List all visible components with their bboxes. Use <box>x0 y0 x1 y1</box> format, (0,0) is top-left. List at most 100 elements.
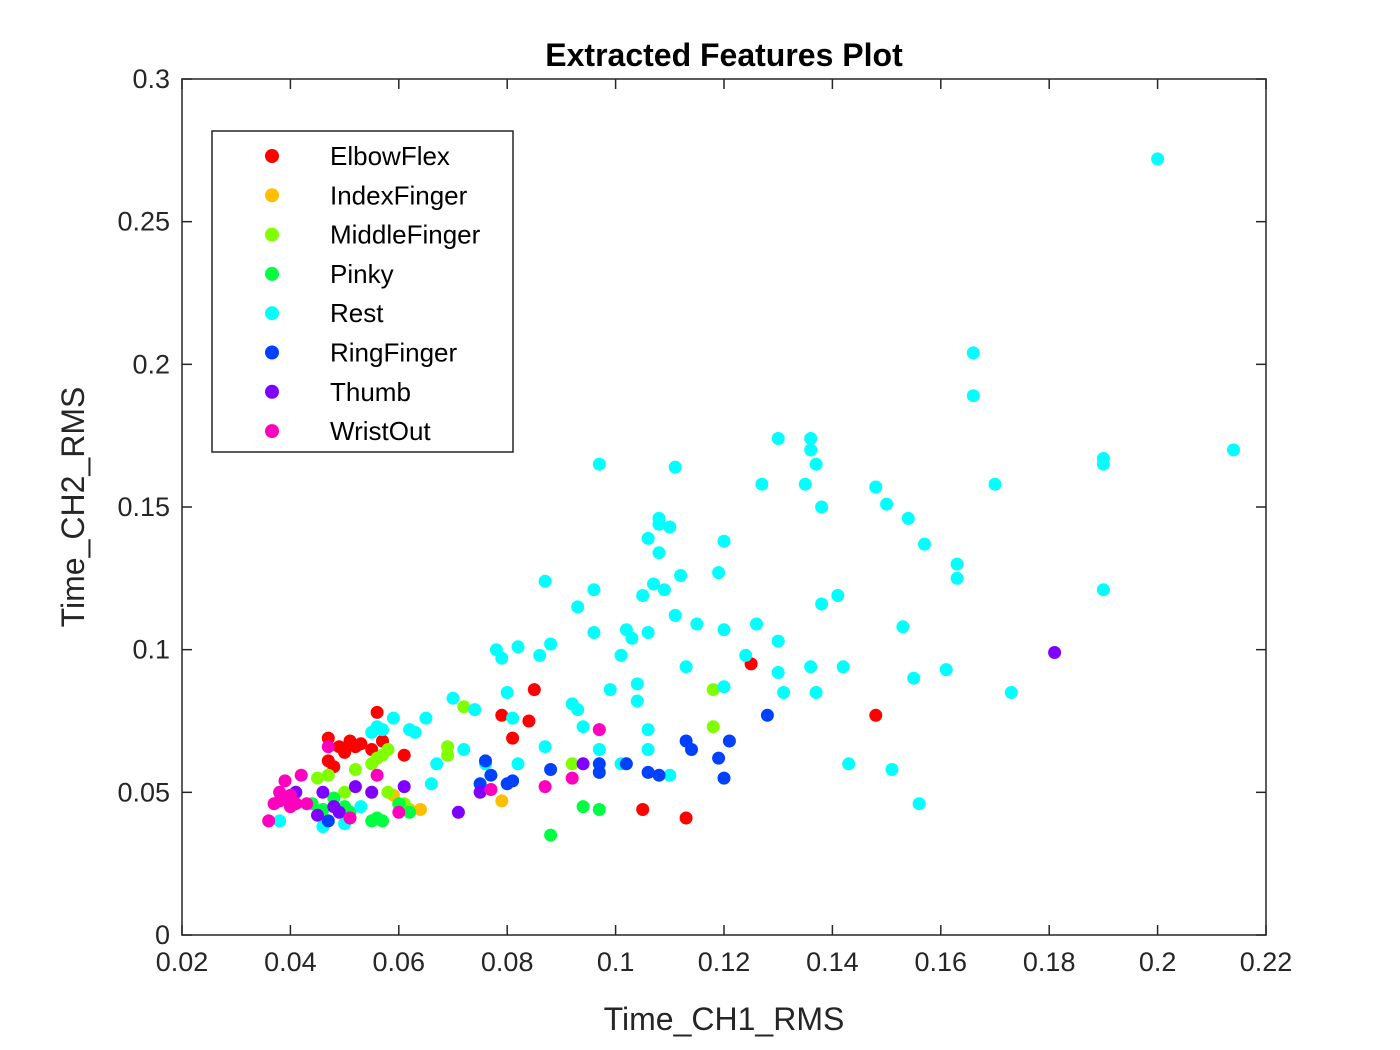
data-point <box>522 714 536 728</box>
y-axis-label: Time_CH2_RMS <box>55 387 91 628</box>
x-tick-label: 0.18 <box>1023 947 1076 977</box>
data-point <box>273 814 287 828</box>
y-tick-label: 0.15 <box>117 492 170 522</box>
data-point <box>576 757 590 771</box>
axis-ticks: 0.02 0.04 0.06 0.08 0.1 0.12 0.14 0.16 0.18 0.2 0.… <box>117 64 1292 977</box>
data-point <box>576 720 590 734</box>
data-point <box>370 705 384 719</box>
x-tick-label: 0.2 <box>1139 947 1177 977</box>
data-point <box>804 660 818 674</box>
legend-label: Thumb <box>330 377 411 407</box>
data-point <box>1048 646 1062 659</box>
data-point <box>506 711 520 725</box>
legend-marker <box>265 188 279 203</box>
legend-marker <box>265 306 279 321</box>
data-point <box>576 800 590 814</box>
data-point <box>918 537 931 551</box>
data-point <box>712 751 726 765</box>
data-point <box>392 805 406 819</box>
data-point <box>717 623 731 637</box>
data-point <box>804 432 818 445</box>
x-tick-label: 0.12 <box>698 947 751 977</box>
data-point <box>538 780 552 794</box>
data-point <box>896 620 910 634</box>
data-point <box>809 457 823 471</box>
data-point <box>484 768 498 782</box>
data-point <box>630 694 644 708</box>
data-point <box>386 711 400 725</box>
legend-item-middlefinger: MiddleFinger <box>265 220 481 250</box>
data-point <box>354 737 368 751</box>
x-axis-label: Time_CH1_RMS <box>604 1001 845 1037</box>
legend-marker <box>265 424 279 439</box>
data-point <box>446 691 460 705</box>
data-point <box>690 617 704 631</box>
x-tick-label: 0.06 <box>373 947 426 977</box>
data-point <box>495 708 509 722</box>
data-point <box>1096 583 1110 597</box>
data-point <box>869 480 883 494</box>
legend-marker <box>265 266 279 281</box>
data-point <box>451 805 465 819</box>
legend-label: RingFinger <box>330 338 458 368</box>
data-point <box>348 763 362 776</box>
data-point <box>376 814 389 828</box>
data-point <box>441 740 455 754</box>
data-point <box>565 757 579 771</box>
data-point <box>544 637 558 651</box>
y-tick-label: 0 <box>155 920 170 950</box>
data-point <box>641 743 655 756</box>
data-point <box>712 566 726 580</box>
data-point <box>663 768 677 782</box>
series-elbowflex <box>321 657 883 825</box>
data-point <box>381 743 395 756</box>
data-point <box>717 534 731 548</box>
data-point <box>815 597 829 611</box>
data-point <box>544 763 558 776</box>
data-point <box>544 828 558 842</box>
data-point <box>571 600 585 614</box>
data-point <box>430 757 444 771</box>
legend-label: WristOut <box>330 416 431 446</box>
data-point <box>506 731 520 745</box>
data-point <box>950 571 964 585</box>
data-point <box>614 648 628 662</box>
data-point <box>755 477 769 491</box>
data-point <box>365 785 379 799</box>
data-point <box>809 686 823 699</box>
data-point <box>538 574 552 588</box>
data-point <box>457 743 471 756</box>
data-point <box>311 771 324 785</box>
data-point <box>831 589 845 602</box>
data-point <box>408 725 422 739</box>
data-point <box>636 589 650 602</box>
data-point <box>641 531 655 545</box>
legend-box <box>211 130 514 453</box>
data-point <box>771 432 785 445</box>
data-point <box>294 768 308 782</box>
data-point <box>338 785 352 799</box>
data-point <box>750 617 763 631</box>
data-point <box>674 569 688 582</box>
data-point <box>717 771 731 785</box>
data-point <box>619 757 633 771</box>
data-point <box>966 389 980 403</box>
data-point <box>652 517 666 531</box>
data-point <box>316 785 330 799</box>
y-tick-label: 0.3 <box>132 64 170 94</box>
data-point <box>885 763 899 776</box>
legend-item-indexfinger: IndexFinger <box>265 180 468 210</box>
data-point <box>311 808 324 822</box>
data-point <box>685 743 698 756</box>
data-point <box>587 626 601 639</box>
data-point <box>706 683 720 697</box>
data-point <box>354 800 368 814</box>
data-point <box>527 683 541 697</box>
data-point <box>668 460 682 474</box>
data-point <box>587 583 601 597</box>
data-point <box>641 626 655 639</box>
y-tick-label: 0.1 <box>132 635 170 665</box>
data-point <box>565 771 579 785</box>
data-point <box>641 723 655 737</box>
data-point <box>722 734 736 748</box>
